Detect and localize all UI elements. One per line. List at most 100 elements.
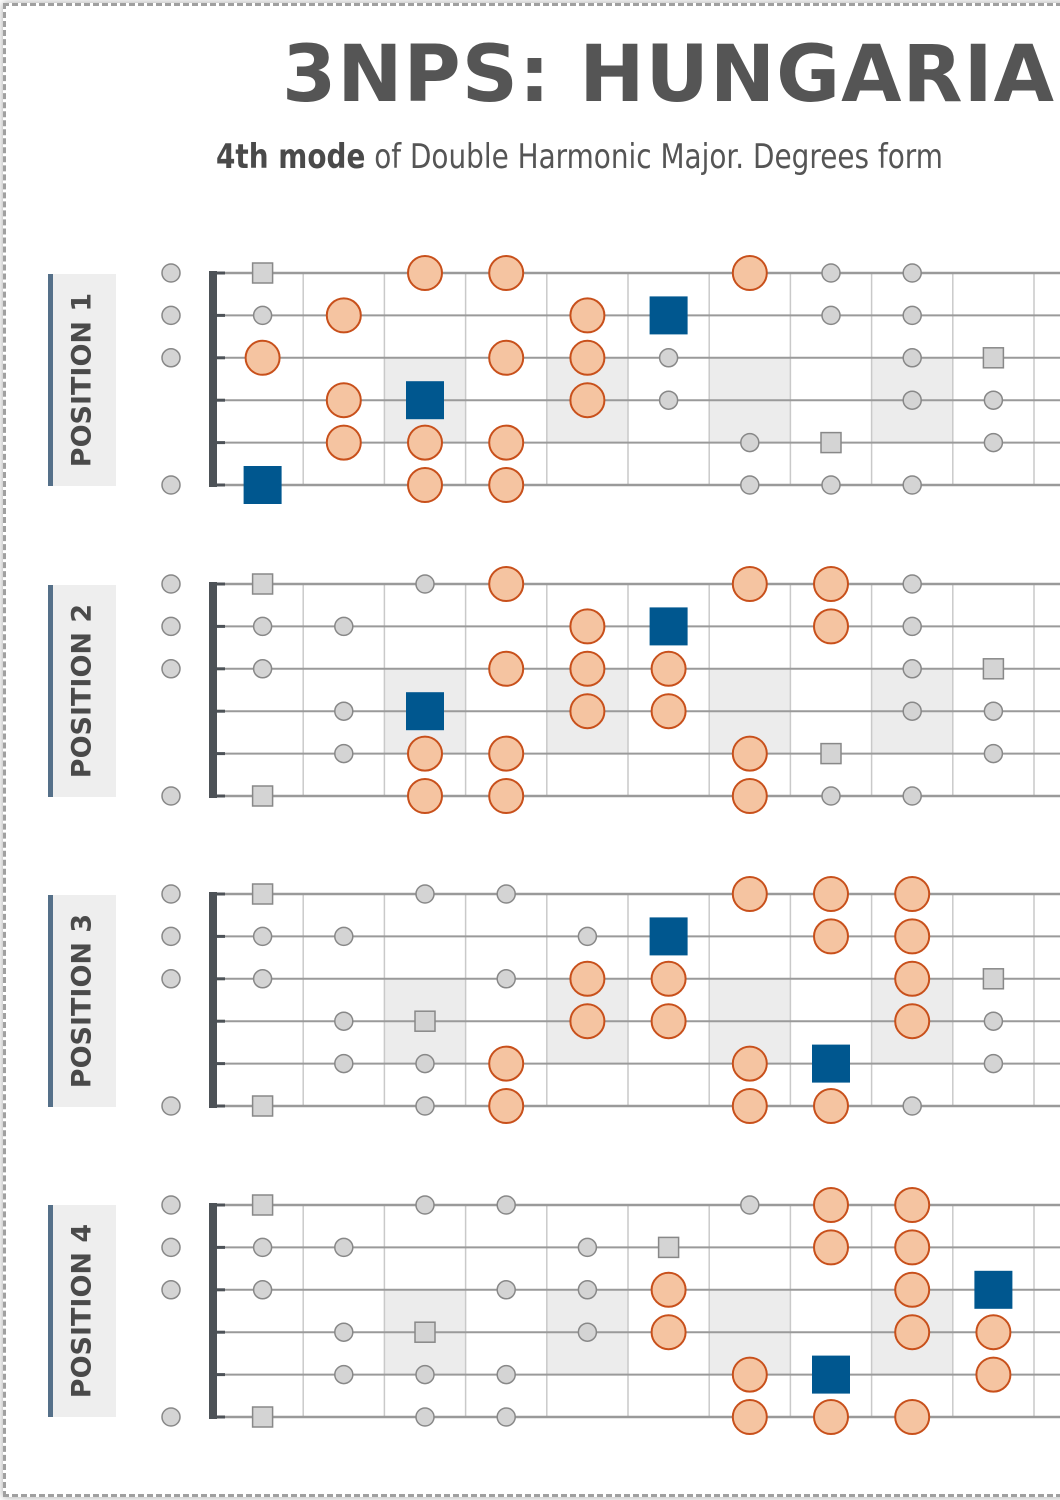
other-scale-note <box>415 884 435 904</box>
scale-note <box>407 424 443 461</box>
scale-note <box>650 1271 687 1308</box>
other-scale-note <box>334 1011 354 1031</box>
other-scale-note <box>334 1237 354 1258</box>
scale-note <box>894 918 931 955</box>
other-scale-note <box>821 475 841 495</box>
position-accent-bar <box>48 274 53 486</box>
root-note <box>243 466 282 504</box>
scale-note <box>569 297 606 334</box>
other-scale-note <box>658 390 679 410</box>
scale-note <box>731 566 768 602</box>
root-note <box>974 1270 1013 1309</box>
scale-note <box>407 255 443 291</box>
other-scale-note <box>334 743 354 764</box>
scale-note <box>813 918 849 955</box>
other-scale-note <box>496 1280 516 1300</box>
scale-note <box>894 1187 931 1223</box>
scale-note <box>894 1229 931 1266</box>
other-scale-note <box>821 786 841 806</box>
other-scale-note <box>740 1195 760 1215</box>
out-of-position-root <box>414 1010 436 1032</box>
position-3-label-panel: POSITION 3 <box>48 895 116 1107</box>
other-scale-note <box>415 1053 435 1074</box>
other-scale-note <box>415 1096 435 1116</box>
other-scale-note <box>983 1053 1004 1074</box>
scale-note <box>894 1271 931 1308</box>
scale-note <box>569 339 606 376</box>
scale-note <box>569 1003 606 1040</box>
scale-note <box>488 735 525 772</box>
other-scale-note <box>334 616 354 637</box>
scale-note <box>488 255 525 291</box>
scale-note <box>650 650 687 687</box>
scale-note <box>488 1045 525 1082</box>
page-title: 3NPS: HUNGARIAN <box>282 30 1060 120</box>
other-scale-note <box>577 1237 598 1258</box>
open-string-dot <box>161 1195 181 1215</box>
nut <box>209 271 217 487</box>
scale-note <box>731 1356 768 1393</box>
open-string-dot <box>161 884 181 904</box>
open-string-dot <box>161 659 181 679</box>
scale-note <box>650 693 687 730</box>
out-of-position-root <box>251 1194 274 1216</box>
out-of-position-root <box>251 262 274 284</box>
other-scale-note <box>902 574 922 594</box>
scale-note <box>894 1003 931 1040</box>
out-of-position-root <box>251 883 274 905</box>
other-scale-note <box>902 701 922 721</box>
other-scale-note <box>902 348 922 368</box>
other-scale-note <box>983 743 1004 764</box>
scale-note <box>569 693 606 730</box>
out-of-position-root <box>657 1236 680 1259</box>
scale-note <box>325 297 362 334</box>
scale-note <box>813 876 849 912</box>
open-string-dot <box>161 926 181 947</box>
scale-note <box>813 1399 849 1435</box>
other-scale-note <box>334 1053 354 1074</box>
other-scale-note <box>334 701 354 721</box>
other-scale-note <box>902 390 922 410</box>
other-scale-note <box>902 475 922 495</box>
other-scale-note <box>577 926 598 947</box>
scale-note <box>407 778 443 814</box>
scale-note <box>244 339 281 376</box>
out-of-position-root <box>982 968 1005 990</box>
scale-note <box>813 1187 849 1223</box>
open-string-dot <box>161 475 181 495</box>
other-scale-note <box>496 969 516 989</box>
other-scale-note <box>252 305 273 326</box>
other-scale-note <box>252 659 273 679</box>
out-of-position-root <box>251 573 274 595</box>
position-accent-bar <box>48 1205 53 1417</box>
subtitle-mode: 4th mode <box>216 137 366 177</box>
nut <box>209 582 217 798</box>
root-note <box>406 692 444 731</box>
other-scale-note <box>983 390 1004 410</box>
other-scale-note <box>983 1011 1004 1031</box>
scale-note <box>731 876 768 912</box>
page-subtitle: 4th mode of Double Harmonic Major. Degre… <box>216 140 943 174</box>
other-scale-note <box>415 574 435 594</box>
other-scale-note <box>415 1195 435 1215</box>
scale-note <box>894 1399 931 1435</box>
nut <box>209 1203 217 1419</box>
scale-note <box>894 960 931 997</box>
scale-note <box>975 1314 1012 1351</box>
other-scale-note <box>740 475 760 495</box>
scale-note <box>731 1399 768 1435</box>
scale-note <box>488 424 525 461</box>
scale-note <box>569 650 606 687</box>
scale-note <box>569 960 606 997</box>
scale-note <box>813 566 849 602</box>
other-scale-note <box>902 305 922 326</box>
scale-note <box>731 778 768 814</box>
other-scale-note <box>415 1407 435 1427</box>
other-scale-note <box>983 701 1004 721</box>
open-string-dot <box>161 1407 181 1427</box>
other-scale-note <box>902 1096 922 1116</box>
out-of-position-root <box>820 431 842 454</box>
scale-note <box>569 382 606 419</box>
